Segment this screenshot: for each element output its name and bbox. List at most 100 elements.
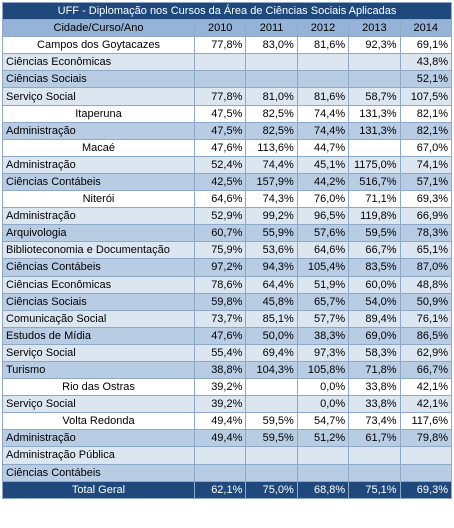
value-cell: 75,1% xyxy=(348,480,401,499)
value-cell: 45,8% xyxy=(245,292,298,311)
row-label: Ciências Sociais xyxy=(2,292,195,311)
value-cell: 83,0% xyxy=(245,36,298,55)
value-cell: 58,3% xyxy=(348,343,401,362)
value-cell: 50,9% xyxy=(399,292,453,311)
course-row: Serviço Social 55,4% 69,4% 97,3% 58,3% 62,9% xyxy=(2,343,453,362)
value-cell: 77,8% xyxy=(193,36,247,55)
value-cell: 55,9% xyxy=(245,224,298,243)
course-row: Administração 47,5% 82,5% 74,4% 131,3% 82,1% xyxy=(2,121,453,140)
value-cell: 69,1% xyxy=(399,36,453,55)
value-cell xyxy=(193,70,247,89)
value-cell: 44,7% xyxy=(296,138,350,157)
value-cell: 49,4% xyxy=(193,412,247,431)
city-row: Itaperuna 47,5% 82,5% 74,4% 131,3% 82,1% xyxy=(2,104,453,123)
course-row: Administração Pública xyxy=(2,446,453,465)
value-cell: 113,6% xyxy=(245,138,298,157)
value-cell: 33,8% xyxy=(348,378,401,397)
value-cell: 69,3% xyxy=(399,190,453,209)
value-cell: 39,2% xyxy=(193,395,247,414)
row-label: Administração xyxy=(2,429,195,448)
row-label: Ciências Contábeis xyxy=(2,258,195,277)
row-label: Estudos de Mídia xyxy=(2,326,195,345)
value-cell: 74,4% xyxy=(245,155,298,174)
value-cell xyxy=(399,463,453,482)
value-cell: 65,1% xyxy=(399,241,453,260)
value-cell: 83,5% xyxy=(348,258,401,277)
course-row: Comunicação Social 73,7% 85,1% 57,7% 89,4% 76… xyxy=(2,309,453,328)
value-cell: 52,9% xyxy=(193,207,247,226)
value-cell: 117,6% xyxy=(399,412,453,431)
value-cell: 68,8% xyxy=(296,480,350,499)
value-cell xyxy=(296,446,350,465)
city-row: Macaé 47,6% 113,6% 44,7% 67,0% xyxy=(2,138,453,157)
row-label: Serviço Social xyxy=(2,87,195,106)
value-cell: 57,1% xyxy=(399,172,453,192)
value-cell: 82,1% xyxy=(399,104,453,123)
value-cell: 92,3% xyxy=(348,36,401,55)
value-cell: 44,2% xyxy=(296,172,350,192)
value-cell: 131,3% xyxy=(348,121,401,140)
value-cell: 78,6% xyxy=(193,275,247,294)
value-cell: 74,3% xyxy=(245,190,298,209)
value-cell xyxy=(193,446,247,465)
row-label: Administração Pública xyxy=(2,446,195,465)
value-cell: 42,5% xyxy=(193,172,247,192)
value-cell xyxy=(245,70,298,89)
row-label: Comunicação Social xyxy=(2,309,195,328)
value-cell xyxy=(245,378,298,397)
value-cell: 94,3% xyxy=(245,258,298,277)
value-cell: 77,8% xyxy=(193,87,247,106)
course-row: Arquivologia 60,7% 55,9% 57,6% 59,5% 78,3% xyxy=(2,224,453,243)
value-cell: 52,1% xyxy=(399,70,453,89)
course-row: Ciências Contábeis xyxy=(2,463,453,482)
value-cell: 71,8% xyxy=(348,360,401,380)
city-row: Niterói 64,6% 74,3% 76,0% 71,1% 69,3% xyxy=(2,190,453,209)
value-cell: 51,9% xyxy=(296,275,350,294)
header-cell: 2010 xyxy=(193,19,247,38)
course-row: Estudos de Mídia 47,6% 50,0% 38,3% 69,0% 86,5… xyxy=(2,326,453,345)
value-cell: 47,6% xyxy=(193,138,247,157)
value-cell: 65,7% xyxy=(296,292,350,311)
value-cell: 64,4% xyxy=(245,275,298,294)
value-cell: 0,0% xyxy=(296,395,350,414)
value-cell: 59,5% xyxy=(348,224,401,243)
value-cell: 42,1% xyxy=(399,378,453,397)
row-label: Macaé xyxy=(2,138,195,157)
value-cell xyxy=(296,53,350,72)
value-cell: 69,0% xyxy=(348,326,401,345)
value-cell xyxy=(348,70,401,89)
row-label: Administração xyxy=(2,207,195,226)
value-cell: 54,0% xyxy=(348,292,401,311)
value-cell: 82,5% xyxy=(245,121,298,140)
value-cell: 74,4% xyxy=(296,104,350,123)
value-cell: 64,6% xyxy=(296,241,350,260)
row-label: Biblioteconomia e Documentação xyxy=(2,241,195,260)
row-label: Arquivologia xyxy=(2,224,195,243)
city-row: Volta Redonda 49,4% 59,5% 54,7% 73,4% 117,6% xyxy=(2,412,453,431)
value-cell: 74,4% xyxy=(296,121,350,140)
value-cell: 75,9% xyxy=(193,241,247,260)
value-cell: 59,5% xyxy=(245,412,298,431)
value-cell: 81,6% xyxy=(296,87,350,106)
value-cell: 78,3% xyxy=(399,224,453,243)
row-label: Rio das Ostras xyxy=(2,378,195,397)
value-cell: 42,1% xyxy=(399,395,453,414)
value-cell: 86,5% xyxy=(399,326,453,345)
value-cell: 64,6% xyxy=(193,190,247,209)
course-row: Administração 52,9% 99,2% 96,5% 119,8% 66,9% xyxy=(2,207,453,226)
value-cell xyxy=(348,446,401,465)
header-cell: Cidade/Curso/Ano xyxy=(2,19,195,38)
value-cell: 96,5% xyxy=(296,207,350,226)
value-cell: 66,7% xyxy=(348,241,401,260)
value-cell: 62,1% xyxy=(193,480,247,499)
value-cell: 39,2% xyxy=(193,378,247,397)
value-cell: 53,6% xyxy=(245,241,298,260)
row-label: Turismo xyxy=(2,360,195,380)
value-cell xyxy=(348,463,401,482)
value-cell: 97,2% xyxy=(193,258,247,277)
value-cell xyxy=(399,446,453,465)
value-cell: 47,6% xyxy=(193,326,247,345)
city-row: Campos dos Goytacazes 77,8% 83,0% 81,6% 92,3… xyxy=(2,36,453,55)
value-cell: 51,2% xyxy=(296,429,350,448)
value-cell: 87,0% xyxy=(399,258,453,277)
